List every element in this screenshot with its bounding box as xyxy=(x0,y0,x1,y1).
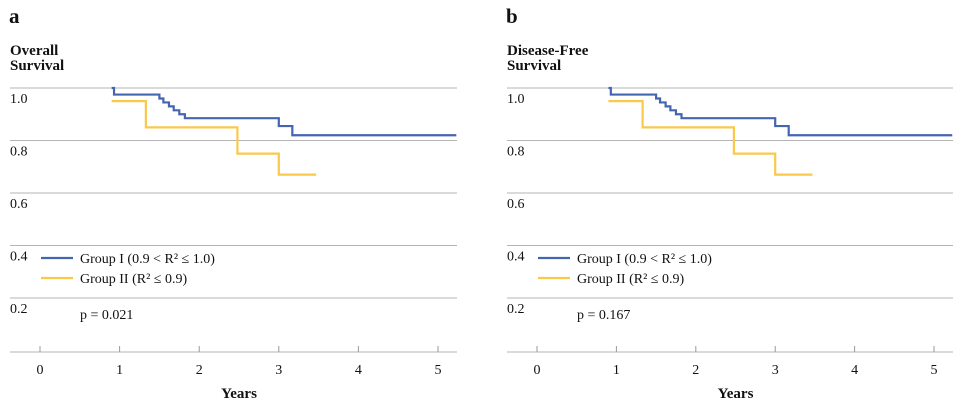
series-line-2 xyxy=(608,100,813,176)
y-tick-label: 0.2 xyxy=(10,302,28,317)
x-axis-label: Years xyxy=(221,386,257,401)
series-line-1 xyxy=(111,86,457,137)
legend-label-2: Group II (R² ≤ 0.9) xyxy=(577,272,684,287)
y-tick-label: 1.0 xyxy=(507,92,525,107)
x-tick-label: 2 xyxy=(692,363,699,378)
y-tick-label: 0.8 xyxy=(10,145,28,160)
y-tick-label: 0.4 xyxy=(10,250,28,265)
x-tick-label: 4 xyxy=(355,363,362,378)
y-tick-label: 0.6 xyxy=(507,197,525,212)
x-tick-label: 5 xyxy=(435,363,442,378)
y-tick-label: 0.6 xyxy=(10,197,28,212)
x-tick-label: 2 xyxy=(196,363,203,378)
x-axis-label: Years xyxy=(718,386,754,401)
legend-label-1: Group I (0.9 < R² ≤ 1.0) xyxy=(577,252,712,267)
panel-label: b xyxy=(506,4,518,28)
p-value-annotation: p = 0.021 xyxy=(80,308,133,323)
y-tick-label: 0.8 xyxy=(507,145,525,160)
p-value-annotation: p = 0.167 xyxy=(577,308,630,323)
x-tick-label: 4 xyxy=(851,363,858,378)
x-tick-label: 3 xyxy=(772,363,779,378)
y-tick-label: 0.4 xyxy=(507,250,525,265)
legend-label-2: Group II (R² ≤ 0.9) xyxy=(80,272,187,287)
x-tick-label: 0 xyxy=(37,363,44,378)
x-tick-label: 1 xyxy=(116,363,123,378)
x-tick-label: 1 xyxy=(613,363,620,378)
series-line-1 xyxy=(608,86,953,137)
panel-label: a xyxy=(9,4,20,28)
y-tick-label: 1.0 xyxy=(10,92,28,107)
y-axis-title-line: Overall xyxy=(10,43,58,59)
legend-label-1: Group I (0.9 < R² ≤ 1.0) xyxy=(80,252,215,267)
x-tick-label: 0 xyxy=(534,363,541,378)
y-tick-label: 0.2 xyxy=(507,302,525,317)
x-tick-label: 3 xyxy=(275,363,282,378)
x-tick-label: 5 xyxy=(931,363,938,378)
y-axis-title-line: Survival xyxy=(507,58,561,74)
y-axis-title-line: Disease-Free xyxy=(507,43,589,59)
series-line-2 xyxy=(111,100,317,176)
y-axis-title-line: Survival xyxy=(10,58,64,74)
